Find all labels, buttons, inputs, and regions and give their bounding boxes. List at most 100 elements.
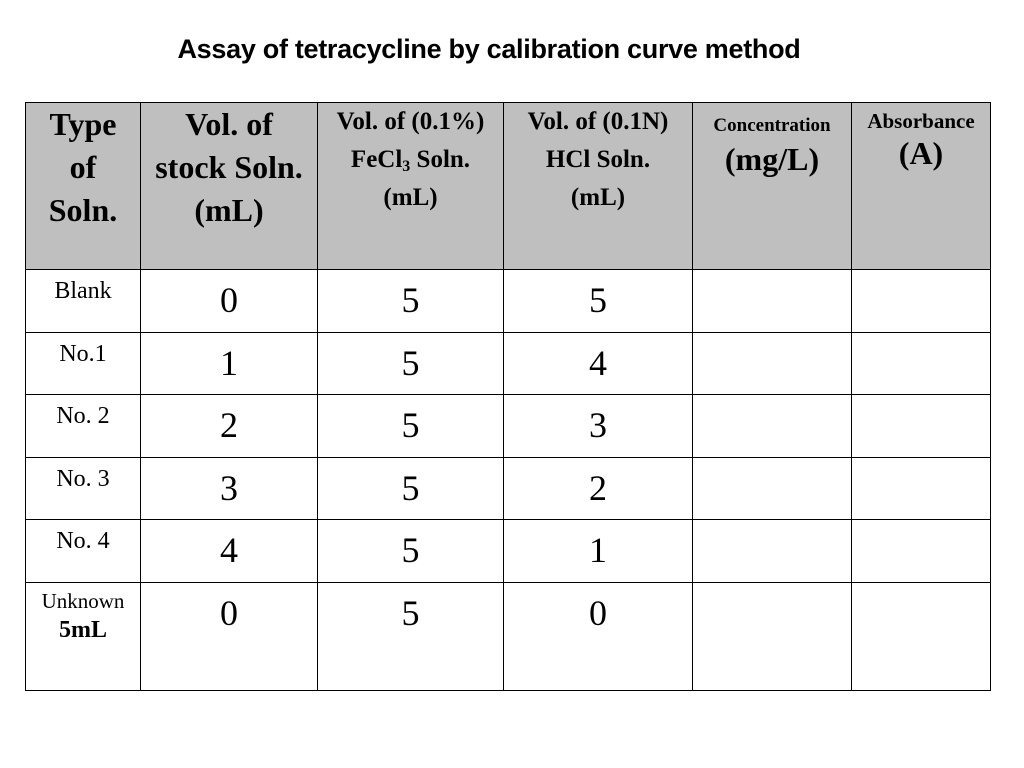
row-label: No. 4 xyxy=(56,528,110,555)
row-label: No. 2 xyxy=(56,403,110,430)
stock-value: 4 xyxy=(220,530,238,571)
row-label: Blank xyxy=(54,278,112,304)
header-line: (mL) xyxy=(570,184,626,211)
header-line: Type xyxy=(49,106,117,142)
cell-stock: 2 xyxy=(140,394,318,458)
header-type-of-solution: Type of Soln. xyxy=(25,102,141,270)
header-absorbance-label: Absorbance xyxy=(867,109,975,133)
header-line: Soln. xyxy=(48,192,118,228)
fecl-soln-text: Soln. xyxy=(410,146,471,173)
concentration-value xyxy=(694,583,851,591)
absorbance-value xyxy=(853,270,990,278)
cell-hcl: 4 xyxy=(503,331,693,396)
header-line: FeCl3 Soln. xyxy=(319,141,503,179)
hcl-value: 5 xyxy=(589,280,607,320)
table-row: Blank 0 5 5 xyxy=(25,269,991,333)
concentration-value xyxy=(694,396,851,404)
absorbance-value xyxy=(853,521,990,529)
cell-hcl: 5 xyxy=(503,269,693,333)
cell-concentration[interactable] xyxy=(692,456,852,521)
cell-stock: 0 xyxy=(140,269,318,333)
header-line: Vol. of (0.1%) xyxy=(336,108,485,135)
header-concentration-label: Concentration xyxy=(713,115,831,136)
header-line: Vol. of xyxy=(185,106,273,142)
cell-fecl: 5 xyxy=(317,519,504,583)
absorbance-value xyxy=(853,396,990,404)
header-line: Vol. of (0.1N) xyxy=(527,108,669,135)
header-absorbance-unit: (A) xyxy=(898,135,944,171)
table-header-row: Type of Soln. Vol. of stock Soln. (mL) V… xyxy=(25,102,991,270)
cell-absorbance[interactable] xyxy=(851,331,991,396)
fecl-value: 5 xyxy=(401,592,420,633)
page-title: Assay of tetracycline by calibration cur… xyxy=(177,34,801,64)
hcl-value: 1 xyxy=(589,530,607,571)
hcl-value: 0 xyxy=(589,592,607,633)
row-label: No.1 xyxy=(59,340,107,367)
header-hcl-volume: Vol. of (0.1N) HCl Soln. (mL) xyxy=(503,102,693,270)
stock-value: 1 xyxy=(220,342,238,383)
cell-absorbance[interactable] xyxy=(851,581,991,691)
header-line: HCl Soln. xyxy=(545,146,651,173)
fecl-subscript: 3 xyxy=(402,158,411,175)
hcl-value: 2 xyxy=(589,467,607,508)
concentration-value xyxy=(694,333,851,341)
header-concentration: Concentration (mg/L) xyxy=(692,102,852,270)
cell-hcl: 3 xyxy=(503,394,693,458)
cell-type: Blank xyxy=(25,269,141,333)
table-row-unknown: Unknown 5mL 0 5 0 xyxy=(25,581,991,691)
cell-concentration[interactable] xyxy=(692,269,852,333)
row-label: No. 3 xyxy=(56,465,110,492)
concentration-value xyxy=(694,458,851,466)
cell-concentration[interactable] xyxy=(692,394,852,458)
stock-value: 0 xyxy=(220,280,238,320)
row-label: Unknown xyxy=(41,588,125,613)
absorbance-value xyxy=(853,458,990,466)
header-line: stock Soln. xyxy=(155,149,303,185)
stock-value: 0 xyxy=(220,592,238,633)
cell-fecl: 5 xyxy=(317,581,504,691)
table-row: No. 3 3 5 2 xyxy=(25,456,991,521)
fecl-value: 5 xyxy=(401,530,420,571)
cell-concentration[interactable] xyxy=(692,519,852,583)
cell-stock: 4 xyxy=(140,519,318,583)
cell-absorbance[interactable] xyxy=(851,519,991,583)
header-concentration-unit: (mg/L) xyxy=(724,141,820,177)
header-line: (mL) xyxy=(194,192,264,228)
cell-absorbance[interactable] xyxy=(851,269,991,333)
fecl-value: 5 xyxy=(401,467,420,508)
cell-fecl: 5 xyxy=(317,394,504,458)
cell-concentration[interactable] xyxy=(692,331,852,396)
concentration-value xyxy=(694,521,851,529)
cell-type: No. 2 xyxy=(25,394,141,458)
table-row: No.1 1 5 4 xyxy=(25,331,991,396)
row-label-volume: 5mL xyxy=(59,616,107,643)
hcl-value: 3 xyxy=(589,405,607,446)
header-stock-volume: Vol. of stock Soln. (mL) xyxy=(140,102,318,270)
cell-hcl: 0 xyxy=(503,581,693,691)
cell-absorbance[interactable] xyxy=(851,456,991,521)
stock-value: 3 xyxy=(220,467,238,508)
header-line: (mL) xyxy=(383,184,438,211)
cell-type: No. 3 xyxy=(25,456,141,521)
fecl-value: 5 xyxy=(401,405,420,446)
cell-concentration[interactable] xyxy=(692,581,852,691)
table-row: No. 4 4 5 1 xyxy=(25,519,991,583)
cell-stock: 0 xyxy=(140,581,318,691)
cell-stock: 1 xyxy=(140,331,318,396)
concentration-value xyxy=(694,270,851,278)
cell-fecl: 5 xyxy=(317,331,504,396)
header-line: of xyxy=(69,149,97,185)
fecl-value: 5 xyxy=(401,342,420,383)
cell-type: Unknown 5mL xyxy=(25,581,141,691)
cell-hcl: 1 xyxy=(503,519,693,583)
fecl-formula: FeCl xyxy=(350,146,403,173)
header-absorbance: Absorbance (A) xyxy=(851,102,991,270)
cell-absorbance[interactable] xyxy=(851,394,991,458)
table-row: No. 2 2 5 3 xyxy=(25,394,991,458)
assay-table: Type of Soln. Vol. of stock Soln. (mL) V… xyxy=(25,102,991,691)
cell-type: No.1 xyxy=(25,331,141,396)
absorbance-value xyxy=(853,583,990,591)
cell-fecl: 5 xyxy=(317,456,504,521)
header-fecl3-volume: Vol. of (0.1%) FeCl3 Soln. (mL) xyxy=(317,102,504,270)
fecl-value: 5 xyxy=(401,280,420,320)
